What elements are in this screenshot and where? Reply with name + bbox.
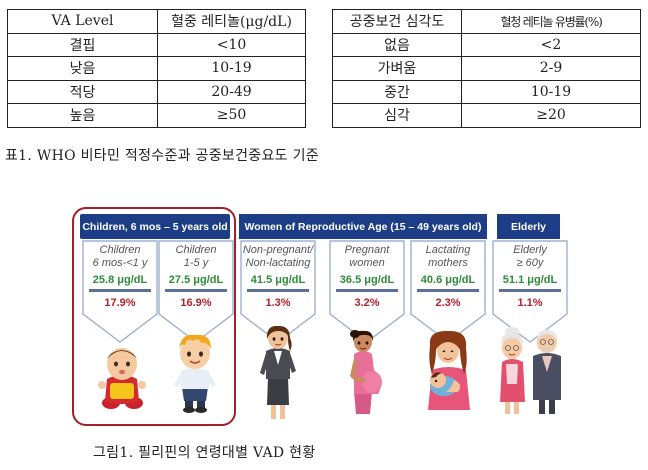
table-row: 결핍 <10 — [7, 32, 306, 57]
pregnant-woman-icon — [350, 330, 382, 414]
table-cell: 10-19 — [157, 56, 306, 81]
table-cell: <10 — [157, 32, 306, 57]
card-divider — [247, 289, 309, 292]
table-row: 높음 ≥50 — [7, 103, 306, 128]
woman-icon — [260, 325, 296, 419]
table-cell: 결핍 — [7, 32, 158, 57]
table-caption: 표1. WHO 비타민 적정수준과 공중보건중요도 기준 — [5, 148, 319, 164]
table-header-cell: VA Level — [7, 9, 158, 34]
card-label: Elderly ≥ 60y — [513, 244, 547, 269]
card-divider — [89, 289, 151, 292]
card-retinol-value: 27.5 μg/dL — [168, 274, 224, 286]
boy-icon — [174, 334, 216, 413]
card-label: Pregnant women — [344, 244, 390, 269]
card-retinol-value: 51.1 μg/dL — [502, 274, 558, 286]
women-group-header: Women of Reproductive Age (15 – 49 years… — [239, 214, 487, 239]
table-cell: 2-9 — [461, 56, 641, 81]
table-row: 없음 <2 — [332, 32, 641, 57]
baby-icon — [98, 348, 146, 409]
card-retinol-value: 25.8 μg/dL — [92, 274, 148, 286]
table-cell: 낮음 — [7, 56, 158, 81]
table-cell: 없음 — [332, 32, 462, 57]
table-cell: ≥20 — [461, 103, 641, 128]
public-health-severity-table: 공중보건 심각도 혈청 레티놀 유병률(%) 없음 <2 가벼움 2-9 중간 … — [332, 9, 641, 128]
table-cell: ≥50 — [157, 103, 306, 128]
card-retinol-value: 41.5 μg/dL — [250, 274, 306, 286]
card-label: Lactating mothers — [425, 244, 471, 269]
table-row: 적당 20-49 — [7, 79, 306, 104]
table-cell: 중간 — [332, 79, 462, 104]
elderly-couple-icon — [500, 327, 561, 414]
card-divider — [417, 289, 479, 292]
table-row: 중간 10-19 — [332, 79, 641, 104]
stat-card-child: Children 1-5 y 27.5 μg/dL 16.9% — [158, 240, 234, 343]
card-prevalence-percent: 16.9% — [180, 297, 212, 309]
stat-card-lactating: Lactating mothers 40.6 μg/dL 2.3% — [410, 240, 486, 343]
card-divider — [336, 289, 398, 292]
blood-retinol-level-table: VA Level 혈중 레티놀(μg/dL) 결핍 <10 낮음 10-19 적… — [7, 9, 306, 128]
table-header-cell: 혈청 레티놀 유병률(%) — [461, 9, 641, 34]
mother-with-baby-icon — [428, 330, 470, 410]
card-divider — [165, 289, 227, 292]
table-cell: 가벼움 — [332, 56, 462, 81]
children-group-frame — [72, 207, 236, 426]
card-label: Children 6 mos-<1 y — [92, 244, 148, 269]
card-retinol-value: 36.5 μg/dL — [339, 274, 395, 286]
elderly-group-header: Elderly — [497, 214, 560, 239]
card-prevalence-percent: 3.2% — [354, 297, 380, 309]
card-divider — [499, 289, 561, 292]
children-group-header: Children, 6 mos – 5 years old — [80, 214, 230, 239]
table-cell: 심각 — [332, 103, 462, 128]
card-label: Children 1-5 y — [175, 244, 217, 269]
card-prevalence-percent: 17.9% — [104, 297, 136, 309]
table-cell: <2 — [461, 32, 641, 57]
card-prevalence-percent: 1.1% — [517, 297, 543, 309]
card-prevalence-percent: 1.3% — [265, 297, 291, 309]
stat-card-infant: Children 6 mos-<1 y 25.8 μg/dL 17.9% — [82, 240, 158, 343]
stat-card-nonpregnant: Non-pregnant/Non-lactating 41.5 μg/dL 1.… — [240, 240, 316, 343]
table-header-row: 공중보건 심각도 혈청 레티놀 유병률(%) — [332, 9, 641, 34]
table-row: 가벼움 2-9 — [332, 56, 641, 81]
stat-card-pregnant: Pregnant women 36.5 μg/dL 3.2% — [329, 240, 405, 343]
table-header-cell: 공중보건 심각도 — [332, 9, 462, 34]
table-cell: 10-19 — [461, 79, 641, 104]
stat-card-elderly: Elderly ≥ 60y 51.1 μg/dL 1.1% — [492, 240, 568, 343]
table-cell: 높음 — [7, 103, 158, 128]
card-prevalence-percent: 2.3% — [435, 297, 461, 309]
table-row: 낮음 10-19 — [7, 56, 306, 81]
card-retinol-value: 40.6 μg/dL — [420, 274, 476, 286]
table-header-cell: 혈중 레티놀(μg/dL) — [157, 9, 306, 34]
table-header-row: VA Level 혈중 레티놀(μg/dL) — [7, 9, 306, 34]
table-cell: 20-49 — [157, 79, 306, 104]
figure-caption: 그림1. 필리핀의 연령대별 VAD 현황 — [93, 445, 316, 461]
card-label: Non-pregnant/Non-lactating — [242, 244, 314, 269]
table-row: 심각 ≥20 — [332, 103, 641, 128]
table-cell: 적당 — [7, 79, 158, 104]
